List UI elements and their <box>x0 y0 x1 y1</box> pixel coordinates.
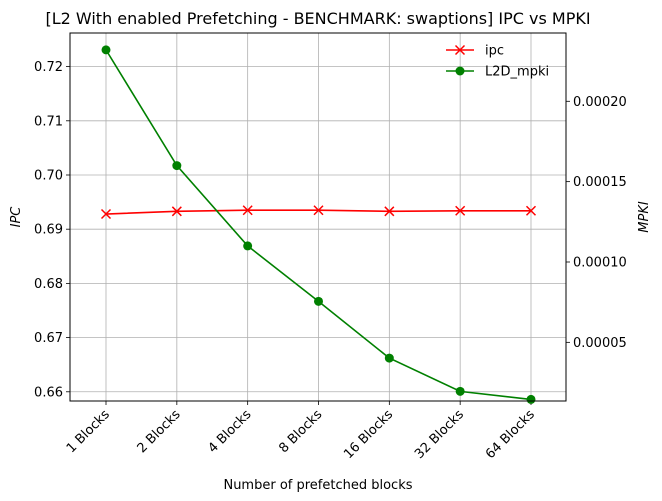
y-left-tick-label: 0.72 <box>34 60 63 75</box>
plot-frame <box>69 32 567 402</box>
marker-stroke <box>100 208 112 220</box>
legend-marker <box>454 44 466 56</box>
x-tick-label: 64 Blocks <box>483 407 538 462</box>
data-point-l2d_mpki <box>314 296 323 306</box>
marker-stroke <box>454 44 466 56</box>
grid-lines <box>70 33 566 401</box>
x-tick-label: 1 Blocks <box>64 407 113 456</box>
data-point-ipc <box>455 205 466 216</box>
y-left-tick-label: 0.68 <box>34 277 63 292</box>
marker-stroke <box>242 205 253 216</box>
x-tick-label: 4 Blocks <box>205 407 254 456</box>
y-left-tick-label: 0.70 <box>34 168 63 183</box>
data-point-ipc <box>100 208 112 220</box>
data-point-ipc <box>384 206 395 217</box>
legend-label: L2D_mpki <box>485 65 549 80</box>
x-tick-label: 32 Blocks <box>412 407 467 462</box>
y-left-tick-label: 0.67 <box>34 331 63 346</box>
y-axis-label-left: IPC <box>9 206 24 228</box>
marker-stroke <box>525 205 537 216</box>
x-tick-label: 2 Blocks <box>135 407 184 456</box>
x-tick-label: 8 Blocks <box>276 407 325 456</box>
marker-stroke <box>171 206 182 217</box>
x-axis-label: Number of prefetched blocks <box>223 478 412 493</box>
marker-stroke <box>455 205 466 216</box>
y-right-tick-label: 0.00010 <box>573 255 627 270</box>
x-tick-label: 16 Blocks <box>341 407 396 462</box>
y-left-tick-label: 0.71 <box>34 114 63 129</box>
chart-title: [L2 With enabled Prefetching - BENCHMARK… <box>45 9 590 28</box>
marker-stroke <box>384 206 395 217</box>
data-point-ipc <box>313 205 324 216</box>
data-point-l2d_mpki <box>172 161 182 171</box>
y-axis-label-right: MPKI <box>637 201 652 233</box>
y-right-tick-label: 0.00005 <box>573 336 627 351</box>
data-point-l2d_mpki <box>101 45 111 55</box>
data-point-ipc <box>525 205 537 216</box>
marker-stroke <box>313 205 324 216</box>
data-point-l2d_mpki <box>526 394 536 404</box>
data-point-l2d_mpki <box>384 353 394 363</box>
plot-series <box>100 45 537 404</box>
data-point-ipc <box>171 206 182 217</box>
legend-label: ipc <box>485 44 504 59</box>
y-right-tick-label: 0.00020 <box>573 95 627 110</box>
legend: ipc L2D_mpki <box>446 44 549 80</box>
data-point-l2d_mpki <box>455 386 465 396</box>
y-left-tick-label: 0.66 <box>34 385 63 400</box>
data-point-ipc <box>242 205 253 216</box>
legend-marker <box>455 66 465 76</box>
data-point-l2d_mpki <box>243 241 253 251</box>
y-right-tick-label: 0.00015 <box>573 175 627 190</box>
y-left-tick-label: 0.69 <box>34 223 63 238</box>
